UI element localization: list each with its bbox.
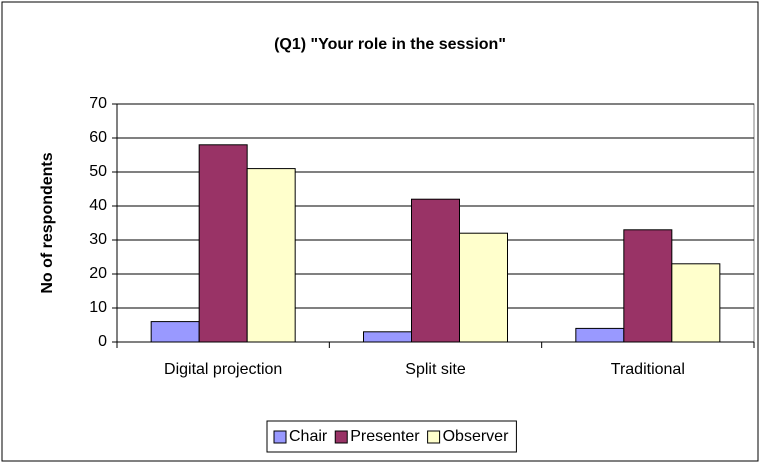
y-tick-label: 60 [89,129,107,146]
y-tick-label: 40 [89,197,107,214]
x-tick-label: Traditional [611,361,685,378]
legend-box [266,420,517,453]
bar [198,144,248,343]
bar [671,263,721,343]
legend-swatch [427,430,441,444]
y-tick-label: 50 [89,163,107,180]
bar [246,168,296,343]
legend-swatch [273,430,287,444]
y-tick-label: 0 [98,333,107,350]
y-axis-label: No of respondents [39,152,56,293]
bar [623,229,673,343]
y-tick-label: 10 [89,299,107,316]
bar [150,321,200,343]
bar [411,198,460,343]
legend-label: Observer [443,428,509,445]
legend-swatch [334,430,348,444]
chart-title: (Q1) "Your role in the session" [274,36,506,53]
x-tick-label: Split site [405,361,466,378]
x-tick-label: Digital projection [164,361,282,378]
bar [575,327,625,343]
legend: Chair Presenter Observer [266,420,517,453]
legend-label: Presenter [350,428,420,445]
legend-label: Chair [289,428,328,445]
y-tick-label: 20 [89,265,107,282]
y-tick-label: 30 [89,231,107,248]
bar [363,331,412,343]
y-tick-label: 70 [89,95,107,112]
bar [459,232,508,343]
